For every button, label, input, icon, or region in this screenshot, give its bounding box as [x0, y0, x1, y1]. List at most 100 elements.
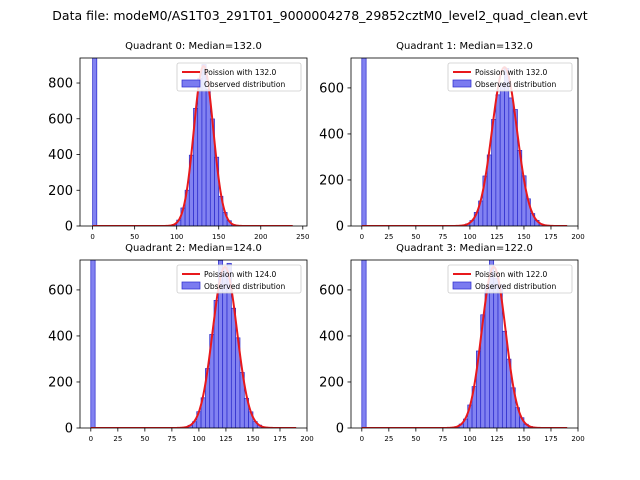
- legend-label-observed: Observed distribution: [204, 282, 285, 291]
- plot-area: [90, 260, 297, 428]
- x-tick-label: 150: [246, 435, 259, 443]
- legend-label-poisson: Poission with 122.0: [475, 270, 548, 279]
- y-tick-label: 400: [48, 329, 73, 344]
- histogram-bar: [197, 78, 203, 226]
- histogram-bar: [205, 88, 211, 226]
- zero-bin-bar: [361, 58, 367, 226]
- x-tick-label: 100: [170, 233, 183, 241]
- x-tick-label: 100: [463, 435, 476, 443]
- x-tick-label: 0: [89, 435, 93, 443]
- subplot-title: Quadrant 0: Median=132.0: [125, 41, 262, 52]
- x-tick-label: 50: [411, 435, 420, 443]
- legend-box: [447, 62, 573, 92]
- x-tick-label: 175: [544, 233, 557, 241]
- x-tick-label: 200: [571, 233, 584, 241]
- x-tick-label: 0: [360, 435, 364, 443]
- legend-label-observed: Observed distribution: [475, 282, 556, 291]
- x-tick-label: 100: [192, 435, 205, 443]
- x-tick-label: 50: [130, 233, 139, 241]
- x-tick-label: 25: [384, 233, 393, 241]
- legend-bar-swatch: [181, 281, 201, 290]
- legend-box: [176, 62, 302, 92]
- x-tick-label: 125: [490, 435, 503, 443]
- zero-bin-bar: [92, 58, 98, 226]
- poisson-curve: [361, 66, 568, 226]
- histogram-bar: [230, 307, 237, 428]
- x-tick-label: 0: [360, 233, 364, 241]
- zero-bin-bar: [361, 260, 367, 428]
- legend-label-observed: Observed distribution: [475, 80, 556, 89]
- quadrant-3-subplot: 0 25 50 75 100 125 150 175 200 0 200 400 600 Quadrant…: [319, 243, 585, 443]
- subplot-title: Quadrant 2: Median=124.0: [125, 243, 262, 254]
- plot-area: [361, 58, 568, 226]
- histogram-bar: [495, 94, 501, 226]
- x-tick-label: 50: [411, 233, 420, 241]
- legend-box: [447, 264, 573, 294]
- y-tick-label: 400: [48, 148, 73, 163]
- y-tick-label: 200: [48, 184, 73, 199]
- figure-title: Data file: modeM0/AS1T03_291T01_90000042…: [52, 8, 588, 23]
- x-tick-label: 150: [517, 435, 530, 443]
- y-tick-label: 400: [319, 127, 344, 142]
- histogram-bar: [493, 277, 499, 428]
- legend-label-poisson: Poission with 132.0: [475, 68, 548, 77]
- x-tick-label: 75: [167, 435, 176, 443]
- x-tick-label: 200: [254, 233, 267, 241]
- x-tick-label: 150: [212, 233, 225, 241]
- x-tick-label: 125: [219, 435, 232, 443]
- y-tick-label: 600: [48, 112, 73, 127]
- poisson-curve: [361, 265, 568, 428]
- x-tick-label: 125: [490, 233, 503, 241]
- x-tick-label: 25: [384, 435, 393, 443]
- y-tick-label: 600: [48, 283, 73, 298]
- quadrant-2-subplot: 0 25 50 75 100 125 150 175 200 0 200 400 600 Quadrant…: [48, 243, 314, 443]
- y-tick-label: 0: [65, 220, 73, 235]
- histogram-bar: [508, 97, 514, 226]
- axes-frame: [79, 259, 308, 429]
- x-tick-label: 150: [517, 233, 530, 241]
- quadrant-0-subplot: 0 50 100 150 200 250 0 200 400 600 800 Quadrant 0: …: [48, 41, 309, 241]
- axes-frame: [79, 57, 308, 227]
- x-tick-label: 75: [438, 233, 447, 241]
- subplot-title: Quadrant 1: Median=132.0: [396, 41, 533, 52]
- x-tick-label: 175: [273, 435, 286, 443]
- legend-bar-swatch: [452, 281, 472, 290]
- legend-label-poisson: Poission with 124.0: [204, 270, 277, 279]
- y-tick-label: 200: [319, 375, 344, 390]
- y-tick-label: 0: [336, 220, 344, 235]
- y-tick-label: 200: [319, 173, 344, 188]
- subplot-title: Quadrant 3: Median=122.0: [396, 243, 533, 254]
- histogram-bar: [504, 68, 510, 226]
- histogram-bar: [499, 83, 505, 226]
- poisson-curve: [90, 265, 297, 428]
- legend-label-poisson: Poission with 132.0: [204, 68, 277, 77]
- plot-area: [361, 260, 568, 428]
- axes-frame: [350, 259, 579, 429]
- legend-box: [176, 264, 302, 294]
- y-tick-label: 200: [48, 375, 73, 390]
- x-tick-label: 175: [544, 435, 557, 443]
- y-tick-label: 600: [319, 283, 344, 298]
- axes-frame: [350, 57, 579, 227]
- zero-bin-bar: [90, 260, 96, 428]
- legend-bar-swatch: [452, 79, 472, 88]
- y-tick-label: 800: [48, 77, 73, 92]
- y-tick-label: 600: [319, 81, 344, 96]
- legend-bar-swatch: [181, 79, 201, 88]
- poisson-curve: [92, 64, 293, 226]
- legend-label-observed: Observed distribution: [204, 80, 285, 89]
- x-tick-label: 250: [296, 233, 309, 241]
- x-tick-label: 25: [113, 435, 122, 443]
- quadrant-1-subplot: 0 25 50 75 100 125 150 175 200 0 200 400 600 Quadrant…: [319, 41, 585, 241]
- y-tick-label: 0: [65, 422, 73, 437]
- x-tick-label: 75: [438, 435, 447, 443]
- x-tick-label: 50: [140, 435, 149, 443]
- x-tick-label: 200: [571, 435, 584, 443]
- y-tick-label: 0: [336, 422, 344, 437]
- x-tick-label: 0: [90, 233, 94, 241]
- y-tick-label: 400: [319, 329, 344, 344]
- histogram-bar: [501, 330, 508, 428]
- x-tick-label: 200: [300, 435, 313, 443]
- x-tick-label: 100: [463, 233, 476, 241]
